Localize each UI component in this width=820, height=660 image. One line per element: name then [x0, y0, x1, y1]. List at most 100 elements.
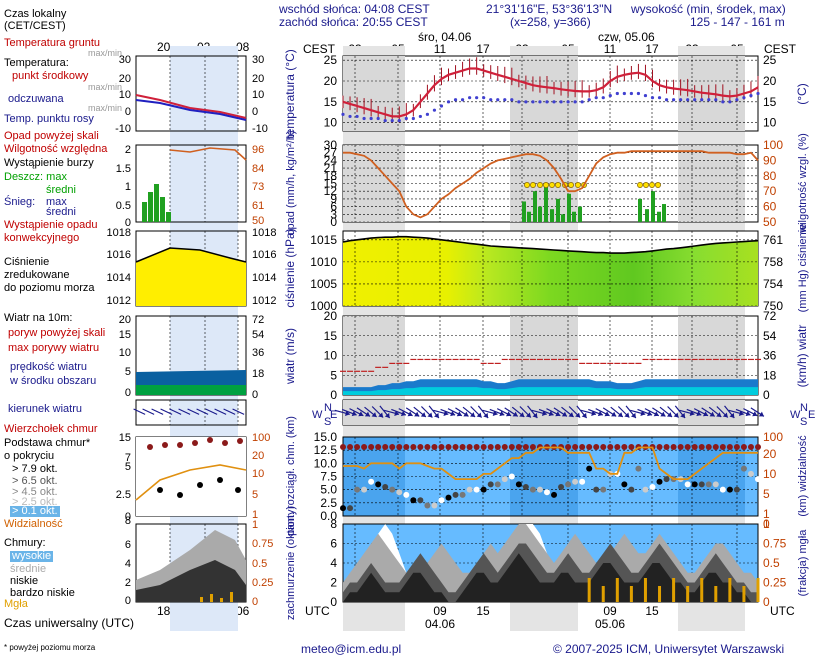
- wind-arrow-head-14: [443, 410, 449, 416]
- cloud-top-dot-3: [361, 444, 368, 451]
- legend-local-time: Czas lokalny: [4, 8, 67, 20]
- cloud-base-dot-41: [628, 486, 635, 493]
- rain-bar-10: [578, 206, 582, 222]
- legend-temp-maxmin: max/min: [88, 82, 123, 92]
- dewpoint-point-5: [376, 116, 380, 121]
- cloud-base-dot-40: [621, 481, 628, 488]
- wind-ytick-0: 0: [330, 388, 337, 402]
- wind-arrow-head-44: [653, 411, 659, 417]
- legend-cloudtop-dot-3: [192, 440, 198, 446]
- fog-bar-39: [615, 578, 619, 602]
- rain-ytick-4: 12: [324, 184, 338, 198]
- rain-bar-2: [533, 191, 537, 222]
- cloud-top-dot-32: [565, 444, 572, 451]
- cloud-top-dot-11: [417, 444, 424, 451]
- cloud-base-dot-26: [522, 484, 529, 491]
- cloud-top-dot-4: [368, 444, 375, 451]
- wind-arrow-41: [625, 405, 637, 419]
- wind-arrow-24: [504, 407, 519, 417]
- legend-ytick-l-6-4: 0: [125, 595, 131, 607]
- cb-ytick-4: 10.0: [314, 456, 338, 470]
- compass-n-left: N: [324, 402, 332, 414]
- wind-arrow-51: [693, 408, 709, 417]
- dewpoint-point-40: [622, 91, 626, 96]
- convective-marker-4: [549, 182, 555, 188]
- pres-ytick-2: 1010: [310, 255, 337, 269]
- dewpoint-point-6: [383, 118, 387, 123]
- wind-arrow-50: [686, 408, 702, 417]
- legend-snow-mean: średni: [46, 206, 76, 218]
- wind-arrow-13: [428, 405, 440, 419]
- wind-arrow-head-34: [581, 412, 587, 418]
- wind-arrow-head-7: [394, 410, 400, 416]
- cloud-base-dot-33: [572, 478, 579, 485]
- copyright: © 2007-2025 ICM, Uniwersytet Warszawski: [553, 642, 785, 656]
- legend-ytick-l-0-3: 0: [125, 106, 131, 118]
- rain-bar-15: [662, 204, 666, 222]
- legend-wind-arrow-shaft-9: [214, 408, 227, 415]
- utc-tick-2: 09: [433, 604, 447, 618]
- legend-snow: Śnieg:: [4, 196, 36, 208]
- wind-arrow-head-20: [483, 412, 489, 418]
- wind-arrow-head-21: [492, 410, 498, 416]
- temp-ytick-r-1: 15: [763, 95, 777, 109]
- cb-ytick-3: 7.5: [320, 470, 337, 484]
- dewpoint-point-44: [650, 96, 655, 100]
- wind-arrow-head-54: [722, 412, 728, 418]
- hum-ytick-4: 90: [763, 153, 777, 167]
- wind-arrow-head-55: [729, 412, 735, 418]
- wind-arrow-27: [527, 405, 538, 419]
- cloud-base-dot-44: [649, 484, 656, 491]
- legend-convective: Wystąpienie opadu: [4, 219, 98, 231]
- wind-arrow-head-12: [427, 412, 433, 418]
- wind-arrow-head-5: [378, 412, 384, 418]
- legend-ytick-r-0-4: -10: [252, 123, 268, 135]
- legend-ytick-l-5-3: 2.5: [116, 489, 131, 501]
- legend-temp-line: [135, 94, 247, 119]
- fog-bar-35: [587, 578, 591, 602]
- legend-okt79: > 7.9 okt.: [12, 463, 58, 475]
- wind-arrow-head-51: [702, 411, 709, 417]
- cloud-top-dot-56: [733, 444, 740, 451]
- cloud-base-dot-1: [347, 505, 354, 512]
- date-label-2: 05.06: [595, 617, 625, 631]
- legend-ytick-l-1-4: 0: [125, 217, 131, 229]
- cloud-base-dot-59: [755, 476, 761, 483]
- legend-wind-arrow-shaft-5: [178, 408, 191, 415]
- legend-ytick-r-5-0: 100: [252, 432, 270, 444]
- cloud-base-dot-6: [382, 484, 389, 491]
- wind-arrow-9: [398, 408, 413, 417]
- dewpoint-point-57: [742, 96, 746, 100]
- legend-rain-mean: średni: [46, 184, 76, 196]
- legend-ytick-l-1-1: 1.5: [116, 163, 131, 175]
- dewpoint-point-2: [355, 114, 359, 119]
- cest-left: CEST: [303, 42, 336, 56]
- rain-bar-4: [544, 183, 548, 222]
- vis-ytick-5: 0: [763, 517, 770, 531]
- legend-ground-maxmin: max/min: [88, 48, 123, 58]
- cloud-top-dot-12: [424, 444, 431, 451]
- wind-arrow-head-35: [591, 410, 597, 416]
- dewpoint-point-27: [531, 100, 535, 104]
- dewpoint-point-24: [510, 98, 514, 102]
- wind-arrow-head-4: [371, 412, 377, 417]
- rain-bar-1: [527, 211, 531, 222]
- wind-arrow-head-8: [400, 410, 406, 417]
- legend-convective2: konwekcyjnego: [4, 232, 80, 244]
- legend-low: niskie: [10, 575, 39, 587]
- wind-arrow-head-2: [358, 411, 364, 417]
- wind-ytick-3: 15: [324, 329, 338, 343]
- cloud-base-dot-5: [375, 481, 382, 488]
- dewpoint-point-58: [749, 93, 753, 98]
- kmh-ytick-1: 18: [763, 368, 777, 382]
- cloud-base-dot-30: [551, 491, 558, 498]
- night-band-wind-0: [343, 316, 405, 395]
- cloud-base-dot-32: [565, 481, 572, 488]
- legend-fog: Mgła: [4, 598, 28, 610]
- cloud-top-dot-20: [480, 444, 487, 451]
- rain-bar-3: [538, 206, 542, 222]
- email-link[interactable]: meteo@icm.edu.pl: [301, 642, 402, 656]
- dewpoint-point-8: [397, 118, 401, 123]
- legend-cloudtop-dot-0: [147, 444, 153, 450]
- cloud-base-dot-25: [515, 481, 522, 488]
